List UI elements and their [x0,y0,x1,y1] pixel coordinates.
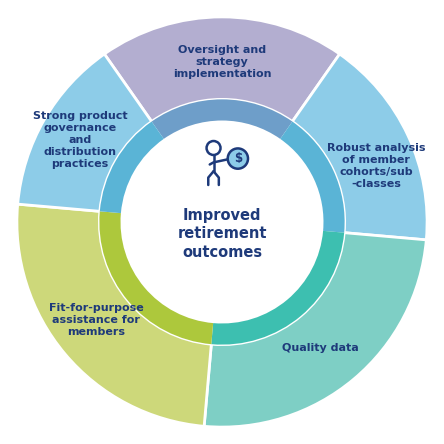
Wedge shape [280,122,345,233]
Text: Improved
retirement
outcomes: Improved retirement outcomes [177,207,267,260]
Circle shape [142,142,302,302]
Text: Fit-for-purpose
assistance for
members: Fit-for-purpose assistance for members [49,303,143,337]
Text: $: $ [234,152,242,165]
Wedge shape [204,233,426,427]
Text: Quality data: Quality data [282,343,359,353]
Wedge shape [18,54,152,211]
Wedge shape [104,17,340,122]
Wedge shape [211,231,344,345]
Circle shape [228,148,248,169]
Text: Oversight and
strategy
implementation: Oversight and strategy implementation [173,45,271,79]
Text: Strong product
governance
and
distribution
practices: Strong product governance and distributi… [33,111,127,169]
Wedge shape [99,211,213,344]
Text: Robust analysis
of member
cohorts/sub
-classes: Robust analysis of member cohorts/sub -c… [327,143,425,189]
Wedge shape [292,54,427,240]
Wedge shape [17,204,211,426]
Wedge shape [152,99,292,139]
Wedge shape [100,122,164,213]
